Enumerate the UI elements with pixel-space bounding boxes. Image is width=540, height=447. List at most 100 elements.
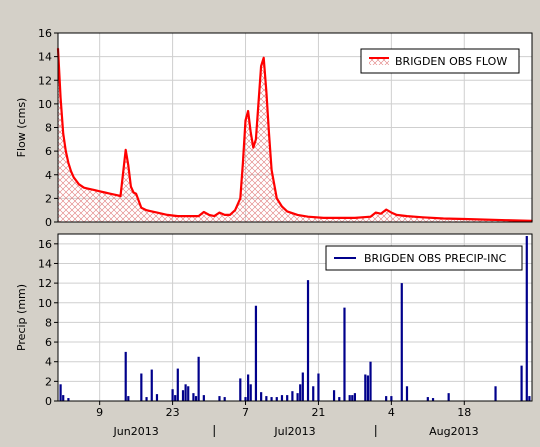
x-tick-label: 18 — [457, 406, 471, 419]
flow-data-point — [338, 217, 341, 219]
x-tick-label: 21 — [311, 406, 325, 419]
flow-y-tick-label: 14 — [38, 51, 52, 64]
flow-legend-label: BRIGDEN OBS FLOW — [395, 55, 507, 68]
precip-y-tick-label: 6 — [45, 336, 52, 349]
flow-data-point — [119, 195, 122, 197]
flow-data-point — [296, 214, 299, 216]
flow-data-point — [268, 132, 270, 135]
flow-data-point — [223, 214, 226, 216]
flow-data-point — [67, 162, 70, 164]
flow-data-point — [98, 190, 101, 193]
flow-data-point — [135, 192, 137, 195]
flow-legend-box — [360, 48, 520, 74]
flow-y-tick-label: 10 — [38, 98, 52, 111]
precip-y-tick-label: 10 — [38, 297, 52, 310]
flow-data-point — [208, 214, 210, 216]
flow-y-tick-label: 16 — [38, 27, 52, 40]
flow-data-point — [88, 188, 91, 190]
flow-data-point — [255, 138, 257, 141]
flow-y-tick-label: 0 — [45, 216, 52, 229]
flow-data-point — [385, 208, 388, 211]
flow-data-point — [421, 216, 424, 219]
flow-y-tick-label: 4 — [45, 169, 52, 182]
flow-y-tick-label: 2 — [45, 192, 52, 205]
flow-data-point — [151, 210, 153, 213]
month-label: Jul2013 — [273, 425, 315, 438]
flow-data-point — [374, 211, 377, 214]
flow-data-point — [270, 169, 273, 171]
flow-data-point — [104, 191, 106, 194]
x-tick-label: 9 — [96, 406, 103, 419]
flow-data-point — [145, 209, 148, 211]
flow-data-point — [177, 215, 179, 217]
flow-data-point — [70, 170, 72, 172]
flow-data-point — [242, 162, 244, 164]
flow-data-point — [166, 214, 169, 216]
precip-y-tick-label: 2 — [45, 375, 52, 388]
precip-y-tick-label: 0 — [45, 395, 52, 408]
flow-y-tick-label: 6 — [45, 145, 52, 158]
flow-data-point — [197, 215, 200, 217]
flow-data-point — [65, 150, 67, 152]
precip-y-tick-label: 14 — [38, 257, 52, 270]
flow-data-point — [260, 65, 262, 67]
flow-y-axis-label: Flow (cms) — [15, 98, 28, 158]
flow-data-point — [203, 211, 205, 213]
flow-data-point — [59, 97, 62, 99]
precip-y-tick-label: 4 — [45, 356, 52, 369]
flow-data-point — [78, 183, 80, 185]
flow-data-point — [442, 217, 445, 220]
precip-plot-frame — [57, 233, 533, 402]
x-tick-label: 7 — [242, 406, 249, 419]
precip-legend-box — [325, 245, 523, 271]
x-tick-label: 4 — [388, 406, 395, 419]
flow-legend-swatch-fill — [369, 58, 389, 65]
flow-data-point — [354, 217, 356, 219]
flow-data-point — [252, 146, 255, 149]
flow-data-point — [286, 210, 289, 213]
flow-series-area — [58, 48, 532, 223]
flow-data-point — [247, 110, 249, 112]
flow-data-point — [239, 197, 242, 200]
flow-data-point — [83, 186, 85, 189]
precip-y-tick-label: 16 — [38, 238, 52, 251]
month-label: Aug2013 — [429, 425, 478, 438]
flow-data-point — [262, 57, 265, 59]
precip-legend-label: BRIGDEN OBS PRECIP-INC — [364, 252, 507, 265]
flow-data-point — [463, 218, 466, 220]
flow-data-point — [140, 207, 143, 209]
flow-data-point — [109, 192, 111, 195]
flow-data-point — [369, 215, 372, 218]
flow-data-point — [322, 217, 325, 219]
flow-data-point — [62, 132, 64, 135]
precip-y-tick-label: 8 — [45, 316, 52, 329]
flow-data-point — [395, 214, 398, 216]
flow-data-point — [124, 149, 127, 151]
flow-data-point — [213, 215, 216, 217]
flow-data-point — [187, 215, 189, 217]
flow-data-point — [276, 197, 278, 200]
flow-data-point — [127, 164, 130, 167]
precip-y-axis-label: Precip (mm) — [15, 284, 28, 351]
flow-data-point — [390, 211, 393, 214]
flow-data-point — [484, 218, 486, 221]
flow-data-point — [244, 119, 247, 122]
flow-data-point — [93, 189, 96, 191]
flow-data-point — [130, 185, 132, 188]
flow-y-tick-label: 8 — [45, 122, 52, 135]
month-label: Jun2013 — [113, 425, 159, 438]
flow-data-point — [380, 212, 382, 215]
flow-data-point — [218, 211, 221, 214]
flow-y-tick-label: 12 — [38, 74, 52, 87]
flow-data-point — [114, 194, 117, 196]
precip-y-tick-label: 12 — [38, 277, 52, 290]
x-tick-label: 23 — [166, 406, 180, 419]
flow-data-point — [265, 91, 268, 93]
flow-data-point — [249, 131, 252, 133]
flow-data-point — [229, 214, 231, 216]
flow-data-point — [406, 215, 408, 217]
flow-data-point — [132, 191, 135, 194]
flow-data-point — [307, 215, 309, 218]
